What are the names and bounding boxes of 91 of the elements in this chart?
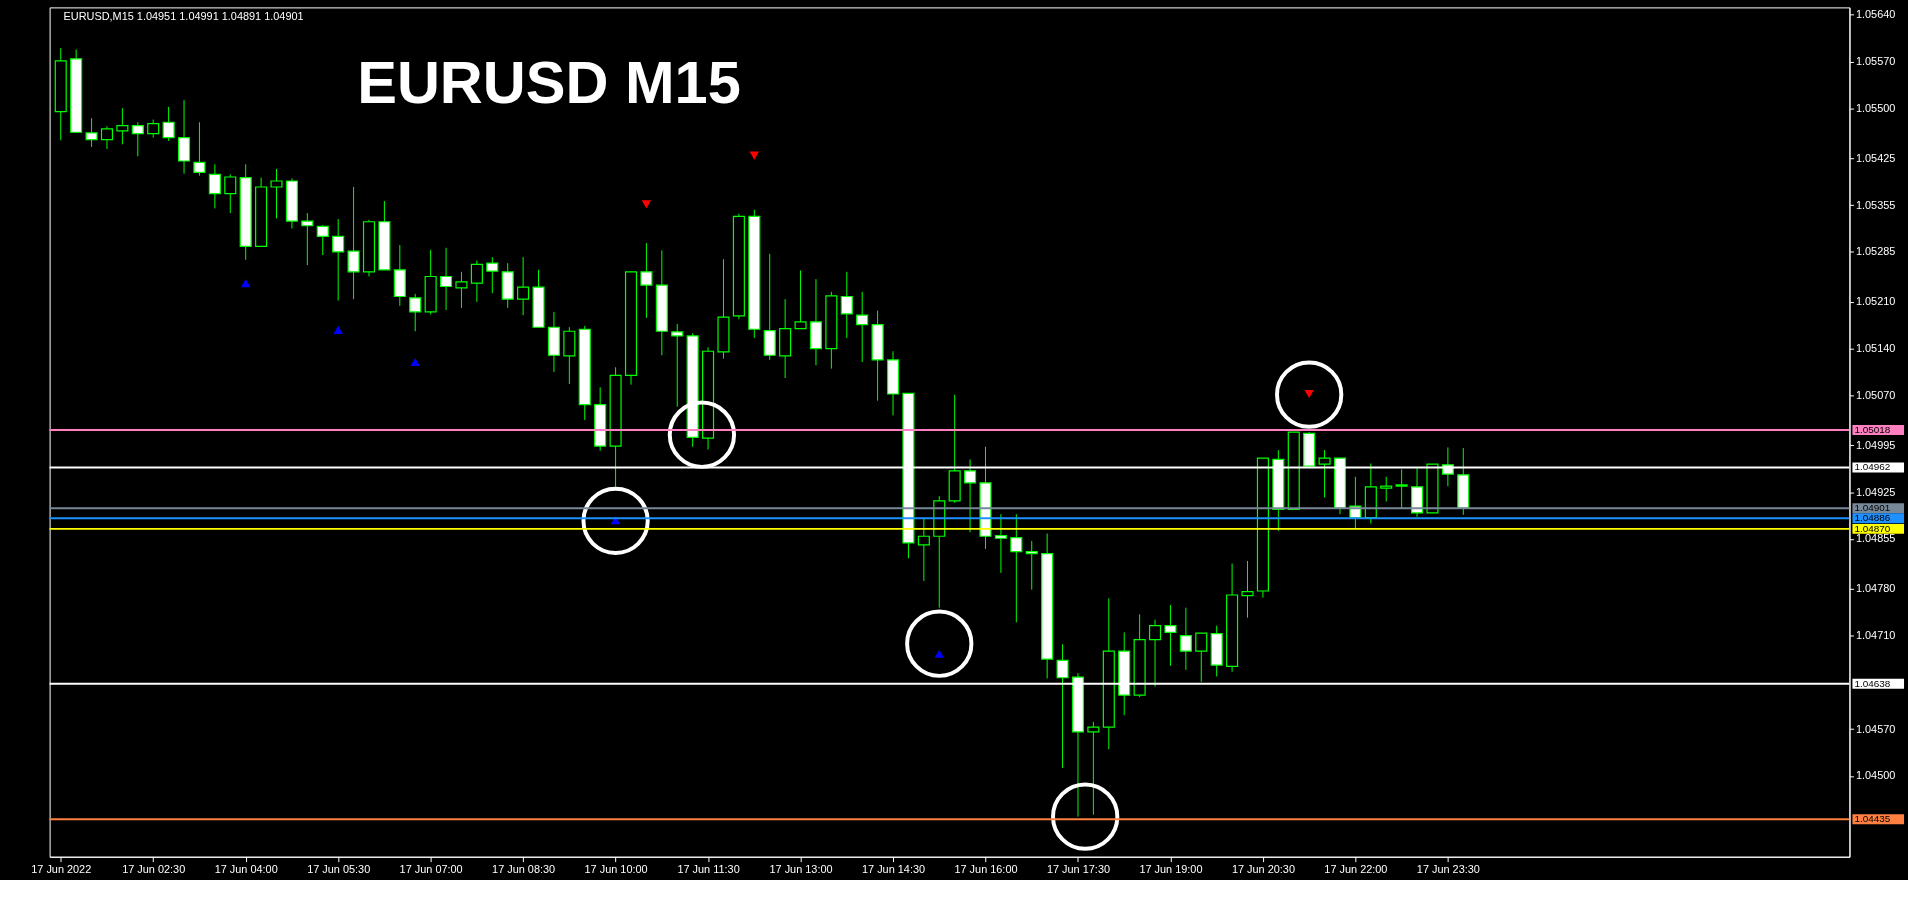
candlestick [332, 218, 345, 302]
candlestick [917, 518, 930, 582]
candlestick [1380, 476, 1393, 502]
point [333, 325, 343, 334]
ref-line-label: 1.04435 [1854, 813, 1891, 825]
x-tick-label: 17 Jun 04:00 [214, 863, 278, 876]
point [934, 649, 944, 658]
y-tick-label: 1.04570 [1855, 722, 1896, 735]
point [1304, 389, 1314, 399]
y-tick-label: 1.04780 [1855, 582, 1896, 595]
candlestick [147, 119, 160, 139]
candlestick [1087, 721, 1100, 816]
y-tick-label: 1.05140 [1855, 342, 1896, 355]
point [905, 609, 974, 678]
candlestick [1025, 540, 1038, 591]
ref-line-label: 1.04962 [1854, 461, 1891, 473]
point [581, 486, 650, 555]
candlestick [193, 121, 206, 177]
candlestick [224, 173, 237, 214]
candlestick [794, 269, 807, 330]
y-tick-label: 1.05070 [1855, 388, 1896, 401]
y-tick-label: 1.05640 [1855, 8, 1896, 21]
candlestick [162, 106, 175, 142]
candlestick [470, 259, 483, 303]
point [410, 357, 420, 367]
annotation: EURUSD,M15 1.04951 1.04991 1.04891 1.04901 [63, 10, 304, 23]
candlestick [440, 247, 453, 311]
point [1275, 360, 1344, 429]
candlestick [301, 212, 314, 266]
ref-line-label: 1.04638 [1854, 677, 1891, 689]
text: EURUSD M15 [357, 48, 741, 116]
candlestick [131, 121, 144, 157]
ref-line-label: 1.04901 [1854, 502, 1891, 514]
candlestick [177, 99, 191, 175]
x-tick-label: 17 Jun 19:00 [1139, 863, 1203, 876]
y-tick-label: 1.04710 [1855, 629, 1896, 642]
candlestick [1195, 632, 1208, 683]
y-tick-label: 1.04925 [1855, 485, 1896, 498]
x-tick-label: 17 Jun 02:30 [122, 863, 186, 876]
x-tick-label: 17 Jun 16:00 [954, 863, 1018, 876]
ref-line-label: 1.04870 [1854, 522, 1891, 534]
x-tick-label: 17 Jun 2022 [31, 863, 92, 876]
candlestick [671, 323, 684, 408]
x-tick-label: 17 Jun 23:30 [1416, 863, 1480, 876]
y-tick-label: 1.05355 [1855, 198, 1896, 211]
x-tick-label: 17 Jun 05:30 [307, 863, 371, 876]
candlestick [994, 513, 1007, 574]
x-tick-label: 17 Jun 07:00 [399, 863, 463, 876]
candlestick [100, 125, 114, 150]
y-tick-label: 1.05425 [1855, 151, 1896, 164]
candlestick [1318, 449, 1331, 498]
ref-line-label: 1.04886 [1854, 512, 1891, 524]
candlestick [270, 168, 283, 219]
candlestick [856, 291, 869, 363]
y-tick-label: 1.05500 [1855, 101, 1896, 114]
candlestick [1148, 619, 1162, 687]
y-tick-label: 1.05285 [1855, 245, 1896, 258]
ref-line-label: 1.05018 [1854, 424, 1891, 436]
candlestick [1241, 560, 1254, 619]
y-tick-label: 1.05570 [1855, 54, 1896, 67]
point [1051, 782, 1120, 851]
candlestick [486, 256, 499, 294]
x-tick-label: 17 Jun 14:30 [861, 863, 926, 876]
point [240, 279, 251, 288]
y-tick-label: 1.05210 [1855, 295, 1896, 308]
candlestick [409, 293, 422, 332]
x-tick-label: 17 Jun 20:30 [1231, 863, 1295, 876]
candlestick [640, 242, 653, 319]
y-tick-label: 1.04500 [1855, 769, 1896, 782]
candlestick [1179, 607, 1192, 671]
x-tick-label: 17 Jun 08:30 [492, 863, 556, 876]
candlestick [1010, 513, 1023, 623]
y-tick-label: 1.04855 [1855, 532, 1896, 545]
x-tick-label: 17 Jun 22:00 [1324, 863, 1388, 876]
candlestick [1164, 604, 1177, 667]
point [667, 400, 737, 469]
x-tick-label: 17 Jun 13:00 [769, 863, 833, 876]
candlestick [316, 224, 329, 256]
candlestick [347, 186, 360, 300]
x-tick-label: 17 Jun 10:00 [584, 863, 648, 876]
candlestick [517, 256, 530, 316]
candlestick [840, 271, 853, 339]
candlestick [116, 107, 129, 145]
x-tick-label: 17 Jun 17:30 [1046, 863, 1111, 876]
point [641, 200, 652, 209]
y-tick-label: 1.04995 [1855, 438, 1896, 451]
x-tick-label: 17 Jun 11:30 [677, 863, 740, 876]
candlestick [455, 271, 468, 309]
candlestick [1395, 468, 1408, 509]
candlestick [85, 117, 98, 148]
candlestick [208, 163, 221, 209]
